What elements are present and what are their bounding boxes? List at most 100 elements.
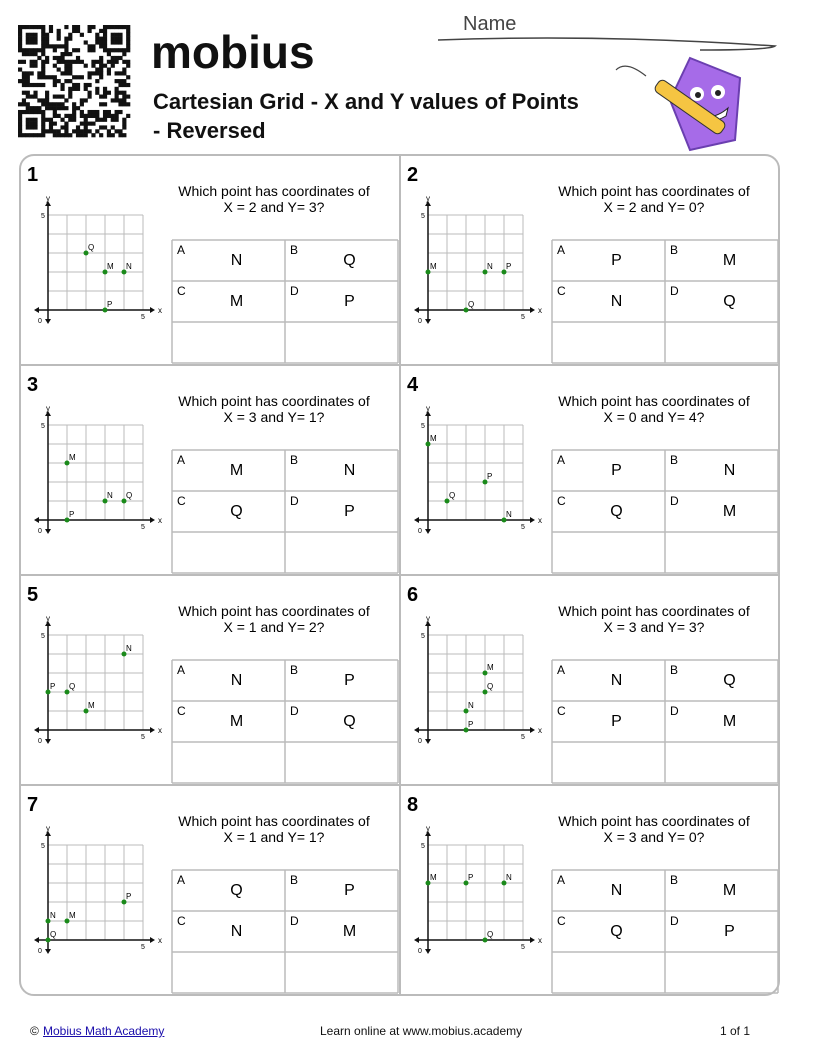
- point: [425, 441, 431, 447]
- qr-module: [99, 28, 104, 34]
- qr-module: [52, 121, 57, 126]
- qr-module: [72, 113, 77, 118]
- qr-module: [56, 79, 61, 84]
- qr-module: [79, 98, 84, 103]
- qr-module: [91, 48, 96, 53]
- qr-module: [56, 28, 61, 34]
- axis-label: y: [46, 404, 50, 413]
- qr-module: [114, 90, 119, 95]
- option-answer: N: [231, 252, 243, 269]
- axis-label: x: [158, 726, 162, 735]
- qr-module: [52, 44, 57, 49]
- problem-number: 4: [407, 374, 419, 396]
- qr-module: [79, 75, 84, 80]
- qr-code: [18, 25, 131, 138]
- qr-module: [114, 86, 119, 91]
- qr-module: [118, 32, 123, 37]
- qr-module: [33, 82, 38, 88]
- option-letter: A: [177, 243, 185, 257]
- option-answer: Q: [343, 252, 355, 269]
- qr-module: [102, 109, 108, 115]
- qr-module: [21, 98, 27, 103]
- arrow: [414, 621, 535, 744]
- qr-module: [52, 55, 57, 61]
- qr-module: [21, 75, 27, 80]
- qr-module: [72, 48, 77, 53]
- qr-module: [102, 102, 108, 107]
- qr-module: [122, 94, 127, 99]
- qr-module: [87, 75, 92, 80]
- option-letter: C: [557, 704, 566, 718]
- qr-module: [79, 129, 84, 134]
- option-letter: D: [670, 914, 679, 928]
- option-answer: N: [231, 923, 243, 940]
- question: Which point has coordinates of: [178, 183, 370, 199]
- qr-module: [21, 133, 27, 138]
- qr-module: [102, 32, 108, 37]
- qr-module: [72, 109, 77, 115]
- point: [482, 269, 488, 275]
- qr-module: [56, 55, 61, 61]
- qr-module: [21, 90, 27, 95]
- footer-text: Learn online at www.mobius.academy: [320, 1024, 523, 1038]
- option-letter: B: [670, 453, 678, 467]
- option-letter: B: [290, 873, 298, 887]
- axis-label: x: [158, 306, 162, 315]
- qr-module: [87, 129, 92, 134]
- qr-module: [21, 109, 27, 115]
- qr-module: [126, 28, 131, 34]
- qr-module: [18, 102, 23, 107]
- qr-module: [75, 133, 81, 138]
- qr-module: [25, 79, 30, 84]
- qr-module: [99, 102, 104, 107]
- footer-link[interactable]: Mobius Math Academy: [43, 1024, 165, 1038]
- point-label: Q: [487, 930, 493, 939]
- qr-module: [106, 129, 111, 134]
- qr-module: [18, 129, 23, 134]
- option-answer: N: [611, 882, 623, 899]
- qr-module: [25, 94, 30, 99]
- option-letter: A: [557, 453, 565, 467]
- qr-module: [41, 71, 46, 76]
- qr-module: [33, 63, 38, 68]
- qr-module: [64, 71, 69, 76]
- axis-label: y: [426, 194, 430, 203]
- qr-module: [60, 94, 65, 99]
- qr-module: [126, 94, 131, 99]
- qr-module: [110, 98, 115, 103]
- option-letter: B: [670, 243, 678, 257]
- qr-module: [25, 121, 30, 126]
- point: [425, 880, 431, 886]
- qr-module: [18, 59, 23, 64]
- qr-module: [99, 117, 104, 122]
- qr-module: [25, 102, 30, 107]
- option-answer: P: [611, 252, 622, 269]
- qr-module: [29, 63, 34, 68]
- qr-module: [122, 90, 127, 95]
- qr-module: [60, 133, 65, 138]
- qr-module: [83, 125, 88, 130]
- qr-module: [102, 48, 108, 53]
- qr-module: [68, 67, 73, 72]
- brand-logo: mobius: [151, 26, 315, 78]
- qr-module: [118, 102, 123, 107]
- tick-label: 0: [38, 738, 42, 745]
- qr-module: [48, 75, 54, 80]
- qr-module: [72, 129, 77, 134]
- qr-module: [68, 52, 73, 57]
- point-label: Q: [468, 300, 474, 309]
- qr-module: [45, 40, 50, 45]
- question: X = 1 and Y= 1?: [224, 829, 325, 845]
- tick-label: 5: [521, 314, 525, 321]
- qr-module: [33, 52, 38, 57]
- qr-module: [75, 55, 81, 61]
- axis-label: y: [426, 614, 430, 623]
- option-answer: M: [230, 293, 243, 310]
- qr-module: [68, 79, 73, 84]
- qr-module: [122, 102, 127, 107]
- qr-module: [118, 109, 123, 115]
- qr-module: [21, 25, 27, 30]
- qr-module: [91, 59, 96, 64]
- qr-module: [29, 40, 34, 45]
- qr-module: [29, 117, 34, 122]
